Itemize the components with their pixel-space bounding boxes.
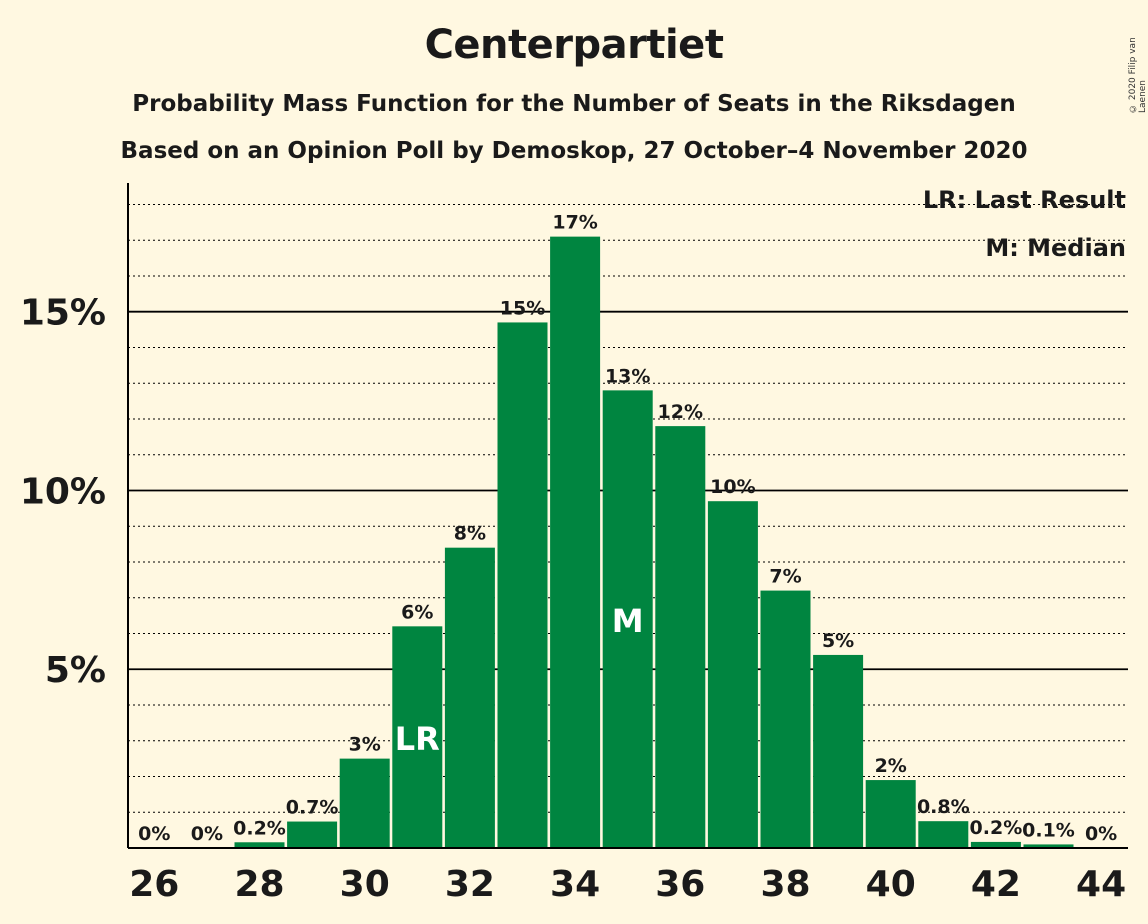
bar <box>602 390 653 848</box>
bar <box>392 626 443 848</box>
chart-subtitle: Probability Mass Function for the Number… <box>132 91 1016 117</box>
x-tick-label: 34 <box>550 864 600 905</box>
bar-value-label: 0.2% <box>233 817 286 839</box>
bar <box>707 501 758 848</box>
bar-value-label: 12% <box>658 401 703 423</box>
bar-value-label: 3% <box>349 734 381 756</box>
bar-value-label: 0.2% <box>970 817 1023 839</box>
y-tick-label: 10% <box>20 471 106 512</box>
bar <box>970 841 1021 848</box>
x-tick-label: 44 <box>1076 864 1126 905</box>
bar-value-label: 13% <box>605 365 650 387</box>
x-tick-label: 42 <box>971 864 1021 905</box>
bar <box>760 590 811 848</box>
bar <box>865 780 916 848</box>
bar-value-label: 6% <box>401 601 433 623</box>
x-tick-label: 28 <box>234 864 284 905</box>
chart-title: Centerpartiet <box>424 22 724 68</box>
bar-value-label: 7% <box>769 566 801 588</box>
last-result-marker: LR <box>395 720 440 758</box>
legend-entry: LR: Last Result <box>923 186 1126 214</box>
y-tick-label: 15% <box>20 293 106 334</box>
bar <box>339 758 390 848</box>
bar-value-label: 0% <box>138 823 170 845</box>
y-tick-label: 5% <box>45 650 106 691</box>
bar-value-label: 10% <box>710 476 755 498</box>
bar <box>287 821 338 848</box>
bar <box>234 842 285 848</box>
bar <box>813 654 864 848</box>
bar <box>655 426 706 848</box>
x-tick-label: 30 <box>340 864 390 905</box>
bar-value-label: 8% <box>454 523 486 545</box>
x-tick-label: 26 <box>129 864 179 905</box>
bar <box>497 322 548 848</box>
legend-entry: M: Median <box>985 234 1126 262</box>
bar-value-label: 17% <box>552 212 597 234</box>
chart-subtitle-poll: Based on an Opinion Poll by Demoskop, 27… <box>120 138 1028 164</box>
bar <box>550 236 601 848</box>
bar <box>1023 844 1074 848</box>
bar-value-label: 15% <box>500 297 545 319</box>
bar-value-label: 0% <box>191 823 223 845</box>
x-tick-label: 38 <box>760 864 810 905</box>
x-tick-label: 40 <box>866 864 916 905</box>
x-tick-label: 32 <box>445 864 495 905</box>
bar-value-label: 0% <box>1085 823 1117 845</box>
median-marker: M <box>612 602 644 640</box>
bar-value-label: 0.1% <box>1022 819 1075 841</box>
bar <box>918 821 969 848</box>
bar <box>444 547 495 848</box>
bar-value-label: 0.7% <box>286 797 339 819</box>
bar-value-label: 5% <box>822 630 854 652</box>
x-tick-label: 36 <box>655 864 705 905</box>
bar-value-label: 2% <box>875 755 907 777</box>
bar-value-label: 0.8% <box>917 796 970 818</box>
